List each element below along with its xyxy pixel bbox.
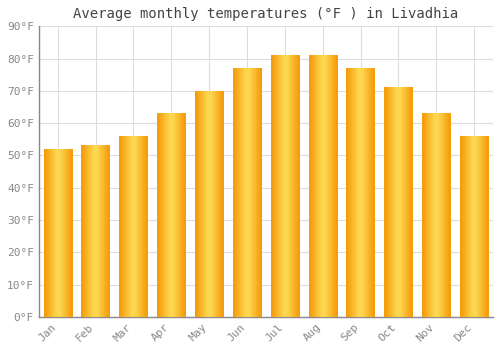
Bar	[422, 113, 450, 317]
Bar	[44, 149, 72, 317]
Bar	[82, 146, 110, 317]
Bar	[384, 88, 412, 317]
Bar	[157, 113, 186, 317]
Bar	[233, 68, 261, 317]
Title: Average monthly temperatures (°F ) in Livadhia: Average monthly temperatures (°F ) in Li…	[74, 7, 458, 21]
Bar	[195, 91, 224, 317]
Bar	[308, 55, 337, 317]
Bar	[270, 55, 299, 317]
Bar	[346, 68, 375, 317]
Bar	[119, 136, 148, 317]
Bar	[460, 136, 488, 317]
